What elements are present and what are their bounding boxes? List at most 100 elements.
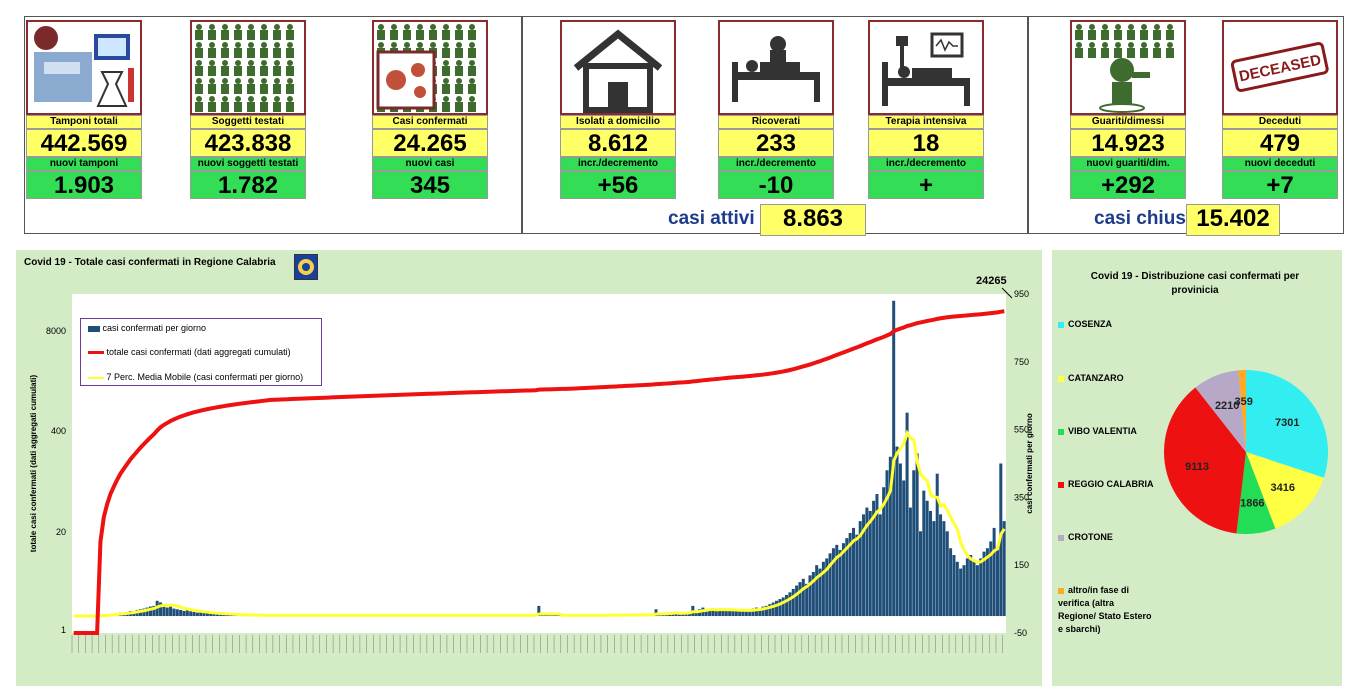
daily-bar bbox=[550, 615, 554, 617]
soggetti-sub-label: nuovi soggetti testati bbox=[190, 157, 306, 171]
daily-bar bbox=[929, 510, 933, 617]
daily-bar bbox=[694, 612, 698, 617]
soggetti-label: Soggetti testati bbox=[190, 115, 306, 129]
ricoverati-value: 233 bbox=[718, 129, 834, 157]
legend-swatch-bars bbox=[88, 325, 100, 332]
daily-bar bbox=[955, 561, 959, 617]
daily-bar bbox=[845, 538, 849, 617]
daily-bar bbox=[815, 565, 819, 617]
daily-bar bbox=[189, 611, 193, 617]
pie-legend-item: REGGIO CALABRIA bbox=[1058, 478, 1154, 491]
daily-bar bbox=[718, 610, 722, 617]
card-soggetti: Soggetti testati 423.838 nuovi soggetti te… bbox=[190, 20, 306, 199]
isolati-sub-value: +56 bbox=[560, 171, 676, 199]
daily-bar bbox=[175, 609, 179, 617]
pie-legend-item: VIBO VALENTIA bbox=[1058, 425, 1154, 438]
daily-bar bbox=[905, 412, 909, 617]
daily-bar bbox=[862, 514, 866, 617]
y-left-axis-title: totale casi confermati (dati aggregati c… bbox=[29, 374, 38, 552]
daily-bar bbox=[195, 612, 199, 617]
pie-slice-label: 9113 bbox=[1185, 461, 1209, 473]
casi-icon bbox=[372, 20, 488, 115]
daily-bar bbox=[855, 534, 859, 617]
pie-slice-label: 3416 bbox=[1271, 482, 1295, 494]
pie-legend-label: altro/in fase di verifica (altra Regione… bbox=[1058, 585, 1152, 634]
daily-bar bbox=[868, 510, 872, 617]
pie-legend-swatch bbox=[1058, 587, 1064, 594]
daily-bar bbox=[838, 549, 842, 617]
casi-label: Casi confermati bbox=[372, 115, 488, 129]
daily-bar bbox=[895, 446, 899, 617]
daily-bar bbox=[192, 611, 196, 617]
daily-bar bbox=[939, 514, 943, 617]
card-terapia: Terapia intensiva 18 incr./decremento + bbox=[868, 20, 984, 199]
daily-bar bbox=[761, 606, 765, 617]
card-casi: Casi confermati 24.265 nuovi casi 345 bbox=[372, 20, 488, 199]
casi-value: 24.265 bbox=[372, 129, 488, 157]
daily-bar bbox=[918, 531, 922, 617]
daily-bar bbox=[554, 615, 558, 617]
daily-bar bbox=[764, 605, 768, 617]
daily-bar bbox=[728, 609, 732, 617]
pie-slice bbox=[1164, 387, 1246, 534]
card-deceduti: DECEASED Deceduti 479 nuovi deceduti +7 bbox=[1222, 20, 1338, 199]
guariti-icon bbox=[1070, 20, 1186, 115]
moving-avg-line bbox=[73, 429, 1006, 618]
deceduti-sub-label: nuovi deceduti bbox=[1222, 157, 1338, 171]
guariti-value: 14.923 bbox=[1070, 129, 1186, 157]
pie-slice-label: 359 bbox=[1234, 396, 1252, 408]
legend-item-cumulative: totale casi confermati (dati aggregati c… bbox=[88, 347, 291, 357]
daily-bar bbox=[818, 568, 822, 617]
deceduti-label: Deceduti bbox=[1222, 115, 1338, 129]
daily-bar bbox=[875, 494, 879, 617]
daily-bar bbox=[222, 614, 226, 617]
pie-legend-label: REGGIO CALABRIA bbox=[1068, 479, 1154, 489]
deceduti-sub-value: +7 bbox=[1222, 171, 1338, 199]
daily-bar bbox=[219, 614, 223, 617]
legend-label-bars: casi confermati per giorno bbox=[102, 323, 207, 333]
daily-bar bbox=[557, 615, 561, 617]
daily-bar bbox=[828, 553, 832, 617]
daily-bar bbox=[908, 507, 912, 617]
daily-bar bbox=[714, 609, 718, 617]
legend-label-cumulative: totale casi confermati (dati aggregati c… bbox=[106, 347, 291, 357]
card-tamponi: Tamponi totali 442.569 nuovi tamponi 1.903 bbox=[26, 20, 142, 199]
card-ricoverati: Ricoverati 233 incr./decremento -10 bbox=[718, 20, 834, 199]
daily-bar bbox=[841, 543, 845, 617]
daily-bar bbox=[831, 548, 835, 617]
pie-slice-label: 7301 bbox=[1275, 417, 1299, 429]
daily-bar bbox=[795, 585, 799, 617]
tamponi-icon bbox=[26, 20, 142, 115]
terapia-value: 18 bbox=[868, 129, 984, 157]
daily-bar bbox=[932, 521, 936, 617]
soggetti-value: 423.838 bbox=[190, 129, 306, 157]
isolati-icon bbox=[560, 20, 676, 115]
isolati-label: Isolati a domicilio bbox=[560, 115, 676, 129]
group-tests bbox=[24, 16, 522, 234]
daily-bar bbox=[152, 605, 156, 617]
daily-bar bbox=[885, 470, 889, 617]
daily-bar bbox=[952, 555, 956, 617]
y-left-tick-label: 400 bbox=[51, 426, 66, 436]
daily-bar bbox=[945, 531, 949, 617]
terapia-icon bbox=[868, 20, 984, 115]
deceduti-icon: DECEASED bbox=[1222, 20, 1338, 115]
tamponi-label: Tamponi totali bbox=[26, 115, 142, 129]
daily-bar bbox=[734, 611, 738, 617]
daily-bar bbox=[771, 602, 775, 617]
daily-bar bbox=[704, 610, 708, 617]
trend-legend bbox=[80, 318, 322, 386]
daily-bar bbox=[825, 558, 829, 617]
daily-bar bbox=[788, 592, 792, 617]
daily-bar bbox=[969, 555, 973, 617]
daily-bar bbox=[778, 599, 782, 617]
casi-sub-label: nuovi casi bbox=[372, 157, 488, 171]
daily-bar bbox=[744, 609, 748, 617]
daily-bar bbox=[781, 597, 785, 617]
legend-swatch-moving-avg bbox=[88, 376, 104, 379]
terapia-sub-label: incr./decremento bbox=[868, 157, 984, 171]
daily-bar bbox=[965, 558, 969, 617]
pie-slice-label: 1866 bbox=[1240, 497, 1264, 509]
daily-bar bbox=[882, 487, 886, 617]
